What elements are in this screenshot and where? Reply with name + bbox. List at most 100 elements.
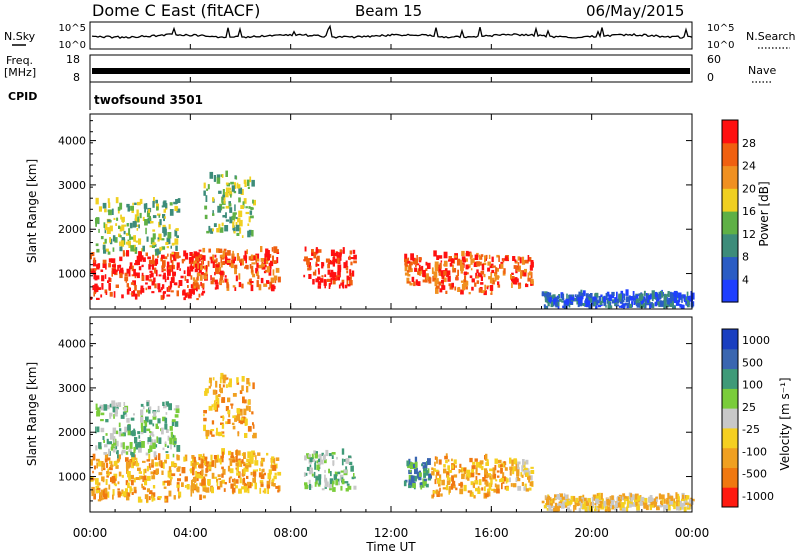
- velocity-echo-cell: [484, 468, 488, 475]
- power-echo-cell: [353, 260, 357, 264]
- power-echo-cell: [605, 293, 608, 300]
- velocity-echo-cell: [664, 504, 668, 509]
- power-echo-cell: [119, 241, 121, 246]
- power-echo-cell: [241, 283, 244, 289]
- velocity-echo-cell: [205, 434, 209, 439]
- velocity-echo-cell: [121, 474, 124, 478]
- velocity-echo-cell: [554, 497, 556, 501]
- velocity-echo-cell: [134, 437, 138, 444]
- power-echo-cell: [146, 236, 149, 242]
- velocity-echo-cell: [192, 469, 195, 476]
- power-echo-cell: [189, 252, 193, 257]
- power-echo-cell: [623, 293, 626, 300]
- power-echo-cell: [238, 197, 241, 203]
- velocity-echo-cell: [259, 487, 262, 494]
- power-echo-cell: [500, 263, 504, 269]
- velocity-echo-cell: [324, 469, 326, 473]
- velocity-echo-cell: [242, 477, 246, 483]
- velocity-echo-cell: [557, 504, 559, 508]
- velocity-echo-cell: [321, 452, 324, 456]
- velocity-echo-cell: [575, 497, 579, 503]
- velocity-echo-cell: [204, 488, 207, 492]
- velocity-echo-cell: [146, 465, 149, 472]
- power-echo-cell: [158, 249, 161, 252]
- power-echo-cell: [169, 285, 172, 290]
- velocity-echo-cell: [122, 442, 125, 450]
- velocity-echo-cell: [99, 406, 102, 409]
- power-echo-cell: [655, 297, 658, 300]
- power-echo-cell: [94, 283, 98, 290]
- velocity-echo-cell: [466, 474, 470, 478]
- power-echo-cell: [479, 261, 482, 266]
- power-echo-cell: [311, 252, 314, 256]
- velocity-echo-cell: [303, 472, 306, 477]
- velocity-echo-cell: [594, 508, 597, 512]
- power-echo-cell: [124, 272, 128, 277]
- velocity-echo-cell: [593, 494, 596, 501]
- velocity-echo-cell: [263, 472, 266, 476]
- power-echo-cell: [167, 269, 171, 276]
- power-echo-cell: [103, 249, 107, 254]
- velocity-echo-cell: [273, 475, 277, 480]
- power-echo-cell: [476, 275, 480, 279]
- power-echo-cell: [155, 269, 158, 277]
- power-echo-cell: [669, 291, 672, 297]
- power-echo-cell: [217, 205, 222, 213]
- velocity-echo-cell: [138, 435, 141, 439]
- power-echo-cell: [651, 293, 654, 298]
- velocity-echo-cell: [155, 468, 158, 475]
- power-echo-cell: [113, 217, 116, 220]
- power-echo-cell: [154, 243, 157, 247]
- power-echo-cell: [436, 255, 440, 260]
- velocity-echo-cell: [114, 414, 118, 417]
- velocity-echo-cell: [506, 478, 509, 483]
- power-echo-cell: [169, 202, 173, 206]
- power-echo-cell: [260, 246, 263, 253]
- power-echo-cell: [93, 272, 97, 279]
- power-echo-cell: [606, 291, 610, 297]
- velocity-echo-cell: [107, 405, 110, 410]
- power-echo-cell: [212, 254, 215, 260]
- velocity-echo-cell: [100, 427, 105, 433]
- power-echo-cell: [514, 259, 517, 263]
- velocity-echo-cell: [523, 469, 528, 475]
- power-echo-cell: [134, 248, 137, 252]
- power-echo-cell: [221, 174, 224, 178]
- power-echo-cell: [122, 250, 125, 257]
- velocity-echo-cell: [209, 430, 213, 435]
- velocity-echo-cell: [331, 455, 334, 459]
- power-echo-cell: [216, 228, 220, 233]
- velocity-echo-cell: [626, 501, 629, 508]
- velocity-echo-cell: [100, 495, 102, 499]
- power-echo-cell: [136, 209, 139, 217]
- power-echo-cell: [126, 250, 130, 257]
- velocity-echo-cell: [184, 454, 188, 462]
- velocity-echo-cell: [237, 450, 241, 456]
- power-echo-cell: [683, 296, 687, 303]
- power-echo-cell: [134, 275, 137, 279]
- power-echo-cell: [230, 191, 232, 198]
- velocity-echo-cell: [578, 496, 582, 502]
- power-echo-cell: [652, 303, 655, 309]
- velocity-echo-cell: [431, 471, 435, 476]
- power-echo-cell: [94, 291, 97, 295]
- velocity-echo-cell: [121, 451, 123, 456]
- power-echo-cell: [448, 256, 452, 261]
- power-echo-cell: [151, 264, 155, 270]
- power-echo-cell: [153, 277, 156, 283]
- power-echo-cell: [158, 233, 162, 241]
- velocity-echo-cell: [308, 479, 311, 484]
- power-echo-cell: [496, 254, 500, 258]
- velocity-echo-cell: [554, 502, 558, 509]
- power-echo-cell: [332, 278, 336, 285]
- velocity-echo-cell: [348, 461, 353, 465]
- power-echo-cell: [327, 269, 331, 275]
- power-echo-cell: [575, 294, 577, 297]
- power-echo-cell: [168, 265, 172, 273]
- velocity-echo-cell: [117, 481, 120, 485]
- power-echo-cell: [408, 263, 411, 266]
- power-echo-cell: [663, 305, 666, 309]
- velocity-echo-cell: [493, 473, 497, 478]
- power-echo-cell: [353, 254, 357, 260]
